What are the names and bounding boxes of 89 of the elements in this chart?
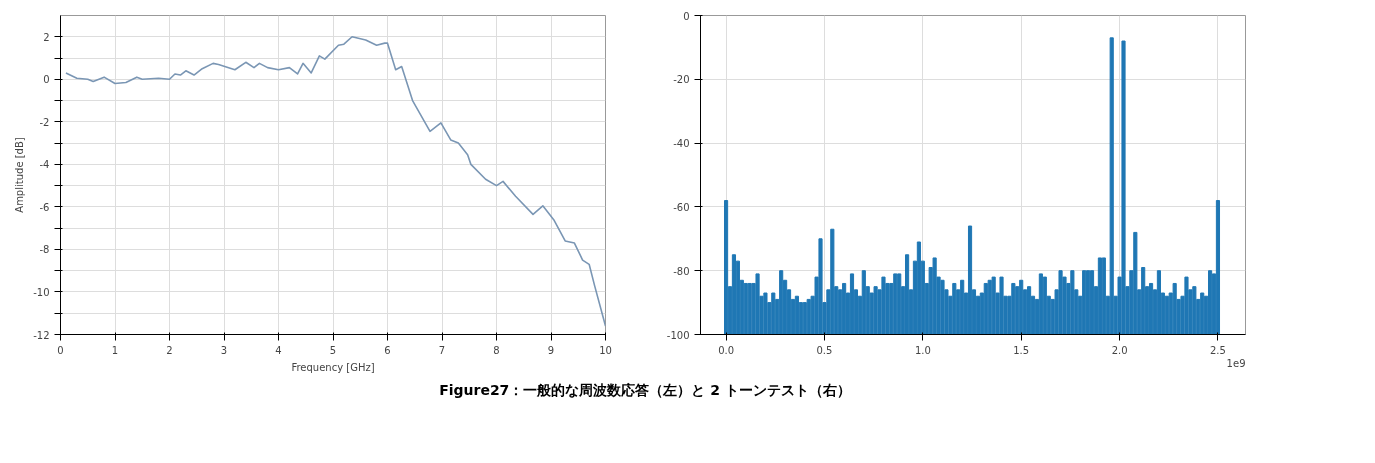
- x-tick-label: 6: [384, 344, 391, 356]
- x-tick-label: 3: [220, 344, 228, 356]
- x-tick-label: 7: [438, 344, 446, 356]
- bar: [940, 279, 945, 335]
- bar: [1082, 270, 1087, 335]
- caption: Figure27：一般的な周波数応答（左）と 2 トーンテスト（右）: [439, 381, 851, 400]
- bar: [1200, 292, 1205, 335]
- bar: [932, 257, 937, 335]
- bar: [999, 276, 1004, 335]
- bar: [794, 295, 799, 335]
- bar: [1038, 273, 1043, 335]
- y-tick-label: -6: [39, 201, 50, 213]
- bar: [818, 238, 823, 335]
- x-tick-label: 1.0: [914, 344, 931, 356]
- bar: [842, 282, 847, 335]
- bar: [1089, 270, 1095, 335]
- bar: [960, 279, 965, 335]
- x-tick-label: 1.5: [1013, 344, 1030, 356]
- bar: [967, 225, 973, 335]
- x-tick-label: 2.5: [1210, 344, 1226, 356]
- y-tick-label: -12: [33, 329, 50, 341]
- y-tick-label: -10: [33, 286, 50, 298]
- y-tick-label: -80: [673, 265, 690, 277]
- bar: [1133, 231, 1138, 335]
- x-tick-label: 2.0: [1111, 344, 1128, 356]
- bar: [987, 279, 992, 335]
- bar: [1164, 295, 1169, 335]
- y-tick-label: -4: [39, 159, 50, 171]
- x-tick-label: 0.0: [718, 344, 735, 356]
- y-tick-label: -100: [666, 329, 690, 341]
- bar: [755, 273, 760, 335]
- x-tick-label: 8: [493, 344, 500, 356]
- bar: [1058, 270, 1063, 335]
- bar: [1109, 37, 1114, 335]
- bar: [1121, 40, 1126, 335]
- x-tick-label: 0: [57, 344, 64, 356]
- y-tick-label: -40: [673, 138, 690, 150]
- bar: [881, 276, 886, 335]
- bar: [893, 273, 898, 335]
- bar: [1070, 270, 1075, 335]
- x-tick-label: 4: [275, 344, 282, 356]
- x-tick-label: 1: [111, 344, 119, 356]
- y-tick-label: -60: [673, 201, 690, 213]
- bar: [1184, 276, 1189, 335]
- x-tick-label: 9: [547, 344, 555, 356]
- bar: [952, 282, 957, 335]
- bar: [1101, 257, 1106, 335]
- bar: [873, 286, 878, 335]
- y-tick-label: -20: [673, 74, 690, 86]
- bar: [763, 292, 768, 335]
- bar: [861, 270, 866, 335]
- bar: [1019, 279, 1024, 335]
- y-axis-title: Amplitude [dB]: [14, 137, 26, 213]
- bar: [1208, 270, 1213, 335]
- bar: [916, 241, 921, 335]
- y-tick-label: 0: [43, 74, 50, 86]
- bar: [1042, 276, 1047, 335]
- text: 1e9: [1226, 357, 1246, 369]
- bar: [779, 270, 784, 335]
- bar: [849, 273, 855, 335]
- bar: [724, 200, 729, 335]
- bar: [1086, 270, 1091, 335]
- bar: [897, 273, 902, 335]
- bar: [1027, 286, 1032, 335]
- y-tick-label: -8: [39, 244, 50, 256]
- bar: [1215, 200, 1221, 335]
- y-tick-label: -2: [39, 116, 50, 128]
- bar: [1097, 257, 1102, 335]
- bar: [1172, 282, 1177, 335]
- bar: [1141, 267, 1146, 335]
- bar: [1192, 286, 1197, 335]
- bar: [1011, 282, 1016, 335]
- bar: [771, 292, 776, 335]
- x-axis-title: Frequency [GHz]: [291, 361, 375, 373]
- y-tick-label: 2: [43, 31, 50, 43]
- bar: [1148, 282, 1154, 335]
- x-tick-label: 2: [166, 344, 173, 356]
- x-tick-label: 0.5: [816, 344, 833, 356]
- bar: [806, 298, 811, 335]
- bar: [1156, 270, 1161, 335]
- bar: [747, 282, 752, 335]
- line-series: [65, 35, 606, 327]
- bar: [991, 276, 996, 335]
- x-tick-label: 5: [329, 344, 337, 356]
- bar: [731, 254, 737, 335]
- x-tick-label: 10: [599, 344, 612, 356]
- y-tick-label: 0: [683, 10, 690, 22]
- bar: [830, 228, 835, 335]
- bar: [905, 254, 910, 335]
